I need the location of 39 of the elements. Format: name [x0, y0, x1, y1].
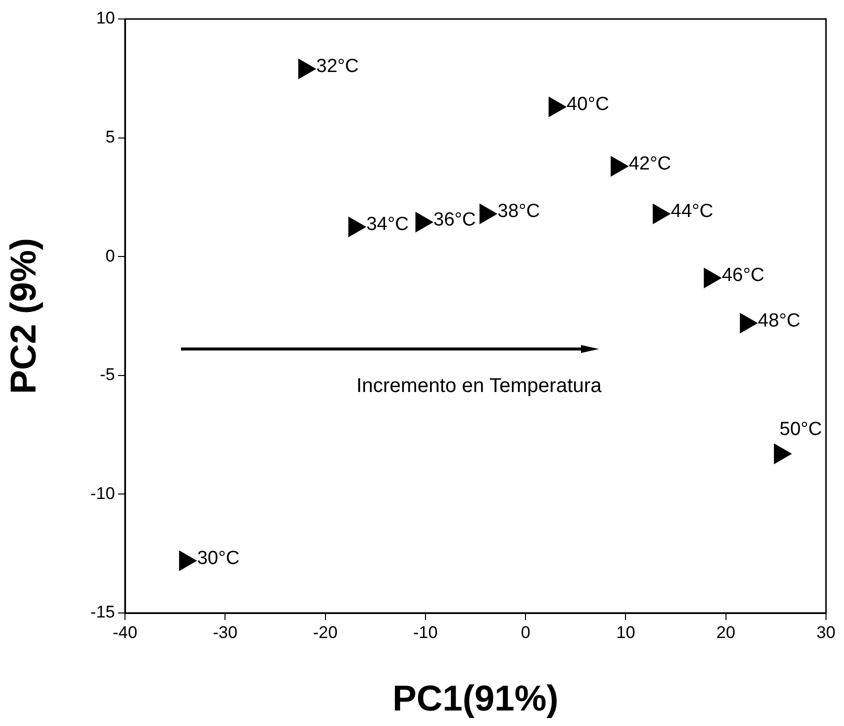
x-tick-label: -40 — [112, 622, 138, 642]
point — [548, 96, 566, 117]
x-tick-label: 30 — [816, 622, 836, 642]
y-tick-label: 10 — [96, 8, 115, 28]
point — [348, 216, 366, 237]
annotation: 48°C — [758, 310, 800, 332]
x-tick-label: 10 — [616, 622, 636, 642]
point — [415, 212, 433, 232]
annotation: 44°C — [670, 201, 714, 222]
annotation: 32°C — [316, 56, 359, 78]
point — [298, 58, 316, 79]
annotation: 40°C — [566, 94, 610, 116]
x-tick-label: 20 — [716, 622, 736, 642]
annotation: 46°C — [722, 265, 764, 286]
annotation: 30°C — [197, 548, 240, 569]
x-tick-label: -10 — [413, 622, 438, 642]
y-tick-label: 0 — [106, 246, 115, 266]
annotation: Incremento en Temperatura — [356, 375, 602, 398]
point — [610, 156, 628, 176]
point — [774, 444, 792, 464]
y-axis-title: PC2 (9%) — [2, 238, 44, 394]
annotation: 38°C — [498, 201, 540, 222]
y-tick-label: -10 — [90, 484, 115, 503]
x-tick-label: -20 — [312, 622, 338, 642]
y-tick-label: -5 — [100, 365, 115, 384]
annotation: 42°C — [628, 154, 672, 175]
point — [179, 550, 197, 571]
annotation: 50°C — [780, 419, 822, 440]
point — [704, 268, 722, 288]
x-axis-title: PC1(91%) — [392, 677, 559, 718]
x-tick-label: 0 — [520, 622, 530, 642]
y-tick-label: -15 — [90, 602, 115, 622]
annotation: 36°C — [433, 209, 476, 230]
point — [740, 313, 758, 334]
annotation: 34°C — [366, 214, 409, 236]
y-tick-label: 5 — [106, 127, 115, 146]
x-tick-label: -30 — [212, 622, 238, 642]
point — [652, 204, 670, 224]
point — [480, 204, 498, 224]
